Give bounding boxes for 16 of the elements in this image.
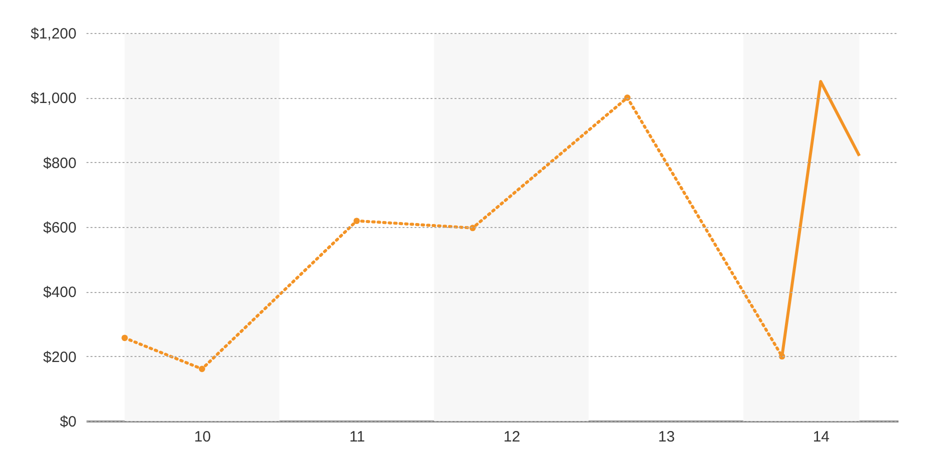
- x-tick-label: 14: [812, 428, 830, 446]
- y-tick-label: $400: [43, 284, 76, 302]
- y-tick-label: $0: [60, 414, 76, 430]
- x-tick-label: 12: [503, 428, 520, 446]
- y-tick-label: $200: [43, 348, 76, 366]
- x-tick-label: 11: [349, 428, 365, 446]
- y-tick-label: $800: [43, 154, 76, 172]
- point: [624, 94, 630, 101]
- x-tick-label: 13: [658, 428, 675, 446]
- point: [122, 334, 128, 342]
- point: [354, 218, 360, 224]
- y-tick-label: $600: [43, 220, 76, 236]
- y-tick-label: $1,200: [30, 26, 76, 42]
- x-tick-label: 10: [194, 428, 211, 446]
- point: [198, 366, 206, 372]
- y-tick-label: $1,000: [30, 90, 76, 108]
